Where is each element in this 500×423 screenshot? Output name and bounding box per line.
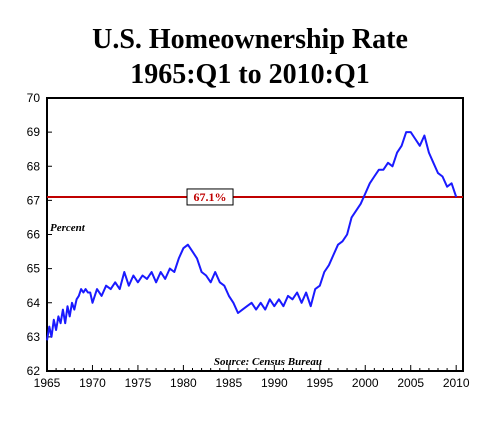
chart-subtitle: 1965:Q1 to 2010:Q1	[130, 59, 370, 90]
x-tick-label: 1980	[170, 376, 197, 390]
reference-label: 67.1%	[194, 190, 227, 204]
y-tick-label: 63	[27, 330, 41, 344]
x-tick-label: 1965	[34, 376, 61, 390]
plot-frame	[46, 97, 464, 372]
y-tick-label: 65	[27, 262, 41, 276]
x-tick-label: 2010	[443, 376, 470, 390]
y-tick-label: 70	[27, 91, 41, 105]
source-note: Source: Census Bureau	[214, 356, 322, 368]
y-tick-label: 64	[27, 296, 41, 310]
y-tick-label: 66	[27, 228, 41, 242]
x-tick-label: 2005	[397, 376, 424, 390]
series-line	[46, 131, 458, 341]
x-tick-label: 1990	[261, 376, 288, 390]
x-tick-label: 1970	[79, 376, 106, 390]
x-tick-label: 1985	[216, 376, 243, 390]
y-axis-label: Percent	[50, 222, 86, 234]
x-tick-label: 1975	[125, 376, 152, 390]
reference-label-box	[186, 188, 234, 206]
x-tick-label: 1995	[306, 376, 333, 390]
y-tick-label: 62	[27, 364, 41, 378]
y-tick-label: 68	[27, 159, 41, 173]
y-tick-label: 67	[27, 193, 41, 207]
x-tick-label: 2000	[352, 376, 379, 390]
y-tick-label: 69	[27, 125, 41, 139]
chart-title: U.S. Homeownership Rate	[92, 24, 408, 55]
